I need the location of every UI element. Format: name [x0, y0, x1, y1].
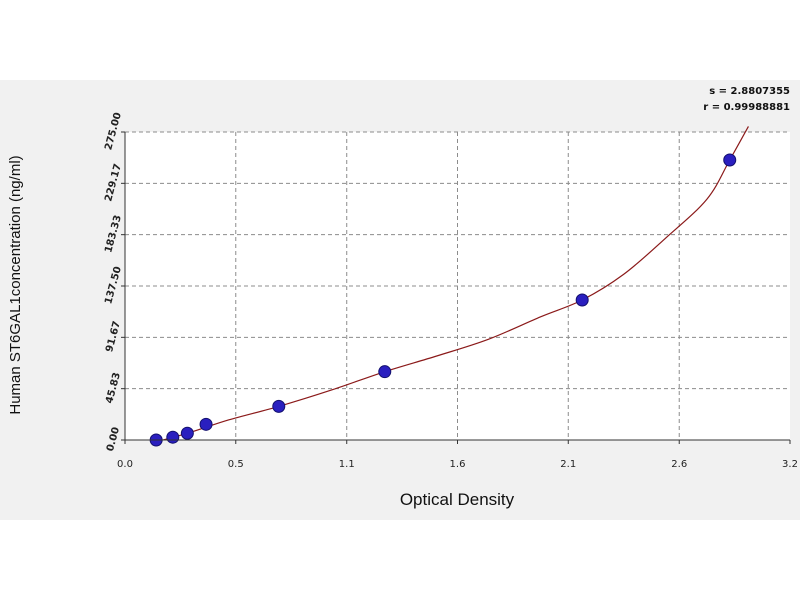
data-point	[378, 365, 392, 379]
chart-panel: 0.0 0.5 1.1 1.6 2.1 2.6 3.2 0.00 45.83 91.67 137.5…	[0, 80, 800, 520]
data-point	[723, 153, 737, 167]
y-tick-label: 45.83	[104, 371, 123, 404]
points-layer	[149, 153, 737, 447]
grid-layer	[125, 131, 790, 440]
stat-r-value: r = 0.99988881	[703, 102, 790, 113]
x-tick-label: 1.6	[450, 459, 466, 470]
x-tick-label: 0.0	[117, 459, 133, 470]
x-tick-label: 2.6	[671, 459, 687, 470]
standard-curve-chart: 0.0 0.5 1.1 1.6 2.1 2.6 3.2 0.00 45.83 91.67 137.5…	[7, 86, 798, 509]
data-point	[272, 399, 286, 413]
data-point	[199, 417, 213, 431]
fitted-curve	[160, 126, 749, 440]
curve-layer	[160, 126, 749, 440]
x-tick-label: 1.1	[339, 459, 355, 470]
x-axis-title: Optical Density	[400, 490, 515, 509]
data-point	[166, 430, 180, 444]
data-point	[575, 293, 589, 307]
x-tick-label: 3.2	[782, 459, 798, 470]
y-tick-label: 0.00	[105, 426, 122, 453]
data-point	[180, 426, 194, 440]
x-tick-label: 2.1	[560, 459, 576, 470]
y-axis-title: Human ST6GAL1concentration (ng/ml)	[7, 155, 24, 414]
y-tick-label: 229.17	[103, 163, 124, 203]
y-tick-label: 91.67	[104, 320, 123, 353]
y-tick-label: 137.50	[103, 265, 124, 305]
stat-s-value: s = 2.8807355	[709, 86, 790, 97]
y-tick-label: 183.33	[103, 214, 124, 254]
x-tick-label: 0.5	[228, 459, 244, 470]
y-tick-label: 275.00	[103, 111, 124, 151]
